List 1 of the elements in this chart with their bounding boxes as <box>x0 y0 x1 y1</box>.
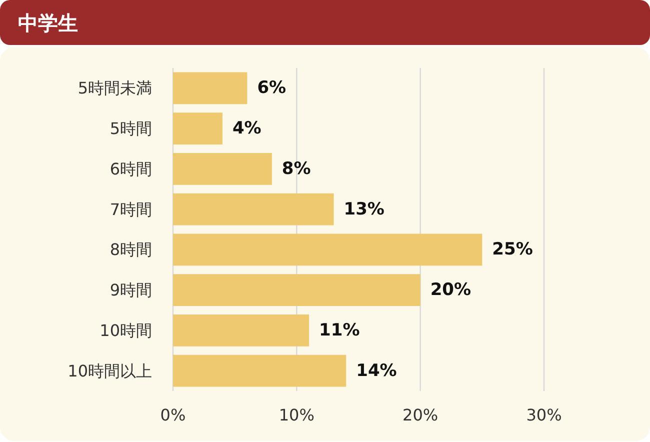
title: 中学生 <box>18 11 78 35</box>
